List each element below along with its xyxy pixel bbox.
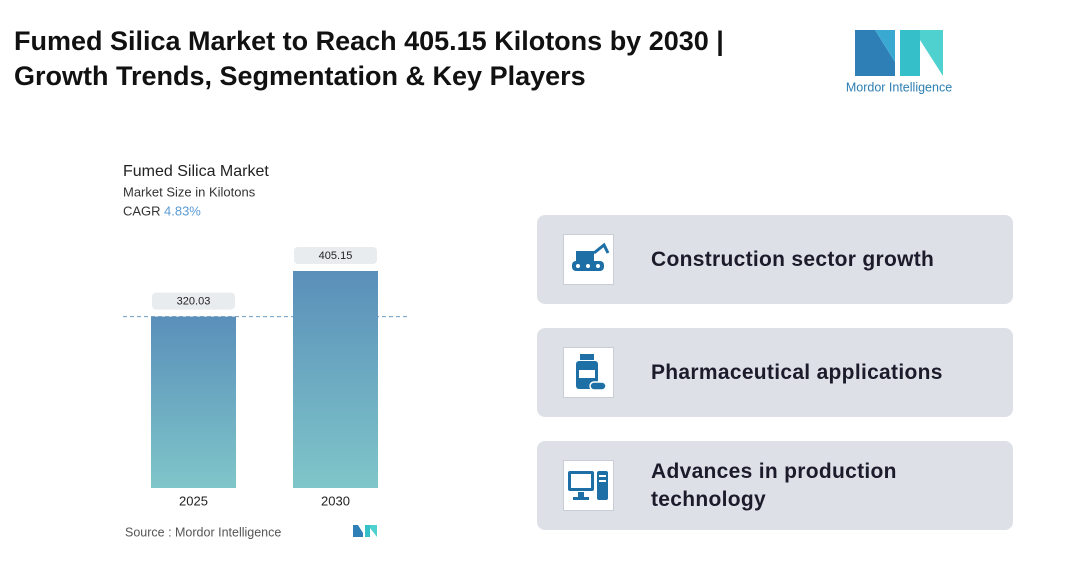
icon-graphic (568, 471, 608, 500)
icon (563, 347, 614, 398)
logo (855, 30, 943, 76)
source-logo (353, 525, 377, 537)
icon-graphic (576, 354, 607, 391)
x-tick-label: 2030 (321, 493, 350, 508)
value-label-box (152, 292, 235, 310)
icon (563, 460, 614, 511)
driver-card: Pharmaceutical applications (537, 328, 1013, 417)
page-title: Fumed Silica Market to Reach 405.15 Kilo… (14, 26, 724, 56)
chart-title: Fumed Silica Market (123, 163, 269, 180)
driver-label: Pharmaceutical applications (651, 360, 943, 384)
driver-label: Construction sector growth (651, 247, 935, 271)
driver-card: Advances in production technology (537, 441, 1013, 530)
icon-graphic (572, 242, 610, 271)
source: Source : Mordor Intelligence (125, 525, 281, 539)
x-tick-label: 2025 (179, 493, 208, 508)
icon (563, 234, 614, 285)
cagr-value: 4.83% (164, 203, 201, 218)
driver-label: Advances in production technology (651, 459, 897, 511)
value-label-box (294, 247, 377, 264)
driver-card: Construction sector growth (537, 215, 1013, 304)
chart-subtitle: Market Size in Kilotons (123, 184, 256, 199)
value-label: 405.15 (319, 250, 353, 262)
value-label: 320.03 (177, 295, 211, 307)
bar (293, 271, 378, 488)
page-title: Growth Trends, Segmentation & Key Player… (14, 61, 586, 91)
logo-text: Mordor Intelligence (846, 80, 952, 94)
cagr-prefix: CAGR (123, 203, 161, 218)
bar (151, 316, 236, 488)
